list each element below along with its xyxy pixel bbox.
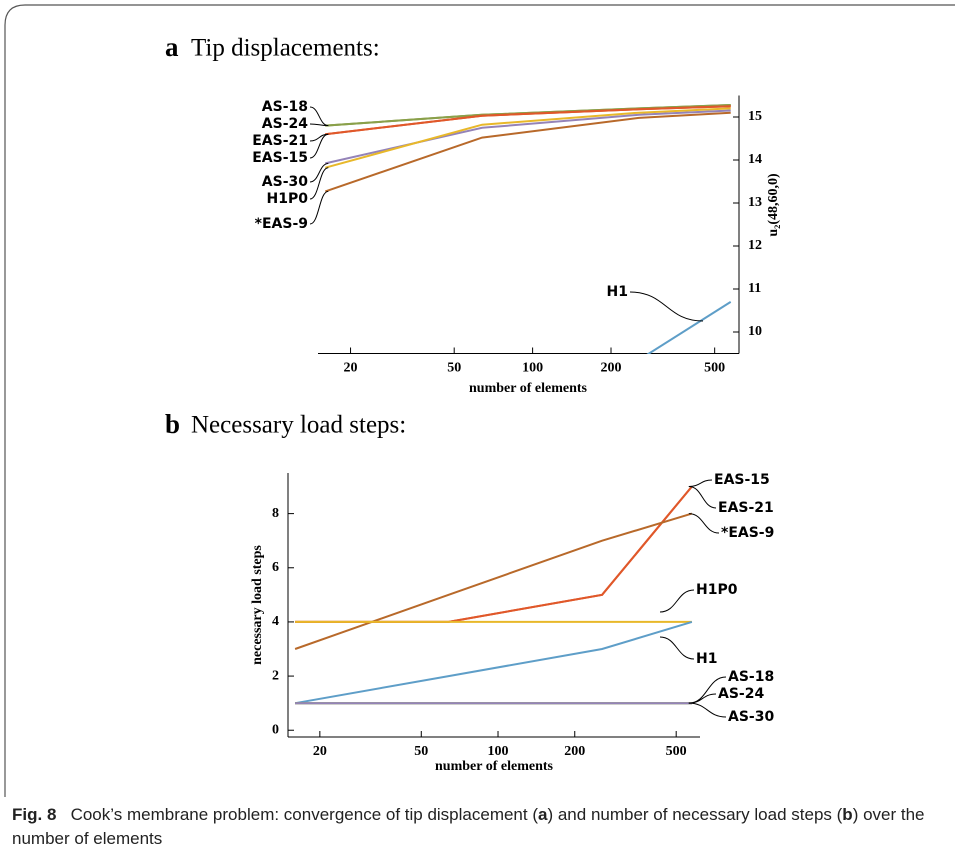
series-label: H1P0 <box>267 191 309 207</box>
series-label: H1 <box>696 651 717 667</box>
series-label: AS-18 <box>262 99 308 115</box>
y-tick-label: 8 <box>272 506 279 521</box>
series-line <box>294 512 693 650</box>
caption-text: b <box>842 805 853 824</box>
label-leader <box>659 589 695 613</box>
y-tick-label: 14 <box>748 152 762 167</box>
figure: a Tip displacements:20 50 100 200 50010111213… <box>4 4 955 797</box>
x-tick-label: 100 <box>522 361 543 376</box>
series-line <box>324 111 731 193</box>
label-leader <box>309 190 329 225</box>
series-label: *EAS-9 <box>721 525 774 541</box>
x-tick-label: 500 <box>704 361 725 376</box>
y-axis-label: u₂(48,60,0) <box>766 173 781 237</box>
series-label: EAS-15 <box>714 472 770 488</box>
series-line <box>294 620 693 705</box>
caption-text: ) over the number of elements <box>12 805 925 848</box>
series-label: H1P0 <box>696 582 738 598</box>
x-tick-label: 20 <box>313 744 327 759</box>
label-leader <box>309 167 329 200</box>
y-tick-label: 13 <box>748 195 762 210</box>
x-tick-label: 200 <box>601 361 622 376</box>
series-label: AS-24 <box>718 686 764 702</box>
label-leader <box>309 162 329 183</box>
x-axis-label: number of elements <box>469 381 587 396</box>
caption-text: a <box>538 805 548 824</box>
x-tick-label: 500 <box>666 744 687 759</box>
series-label: H1 <box>607 284 628 300</box>
y-axis-label: necessary load steps <box>250 545 265 665</box>
series-line <box>325 107 731 169</box>
plot-area <box>324 104 732 354</box>
panel-label: a <box>165 32 179 62</box>
y-tick-label: 4 <box>272 614 279 629</box>
plot-area <box>294 485 693 705</box>
label-leader <box>688 486 717 509</box>
series-label: AS-30 <box>728 709 774 725</box>
x-tick-label: 50 <box>414 744 428 759</box>
y-tick-label: 12 <box>748 238 762 253</box>
x-tick-label: 20 <box>344 361 358 376</box>
caption-text: ) and number of necessary load steps ( <box>547 805 843 824</box>
label-leader <box>309 106 329 127</box>
series-label: EAS-21 <box>252 133 308 149</box>
series-line <box>325 109 731 165</box>
label-leader <box>688 693 717 704</box>
series-label: *EAS-9 <box>255 216 308 232</box>
y-tick-label: 15 <box>748 109 762 124</box>
panel-title: Tip displacements: <box>191 35 380 62</box>
label-leader <box>629 291 704 322</box>
x-tick-label: 50 <box>447 361 461 376</box>
label-leader <box>688 513 720 534</box>
x-axis-label: number of elements <box>435 759 553 774</box>
figure-frame <box>4 4 955 797</box>
label-leader <box>309 133 329 159</box>
series-line <box>295 485 693 623</box>
panel-title: Necessary load steps: <box>191 412 406 439</box>
series-line <box>646 301 732 354</box>
series-label: EAS-15 <box>252 150 308 166</box>
caption: Fig. 8 Cook’s membrane problem: converge… <box>12 803 947 851</box>
y-tick-label: 2 <box>272 668 279 683</box>
series-label: AS-18 <box>728 669 774 685</box>
series-label: AS-24 <box>262 116 308 132</box>
x-tick-label: 200 <box>564 744 585 759</box>
series-line <box>295 485 693 623</box>
y-tick-label: 6 <box>272 560 279 575</box>
label-leader <box>659 636 695 660</box>
y-tick-label: 11 <box>748 281 761 296</box>
series-line <box>325 105 731 136</box>
label-leader <box>688 702 727 718</box>
series-label: EAS-21 <box>718 500 774 516</box>
series-label: AS-30 <box>262 174 308 190</box>
y-tick-label: 10 <box>748 324 762 339</box>
label-leader <box>309 123 329 127</box>
label-leader <box>688 479 713 488</box>
panel-label: b <box>165 409 180 439</box>
y-tick-label: 0 <box>272 722 279 737</box>
x-tick-label: 100 <box>488 744 509 759</box>
caption-label: Fig. 8 <box>12 805 57 824</box>
caption-text: Cook’s membrane problem: convergence of … <box>70 805 538 824</box>
